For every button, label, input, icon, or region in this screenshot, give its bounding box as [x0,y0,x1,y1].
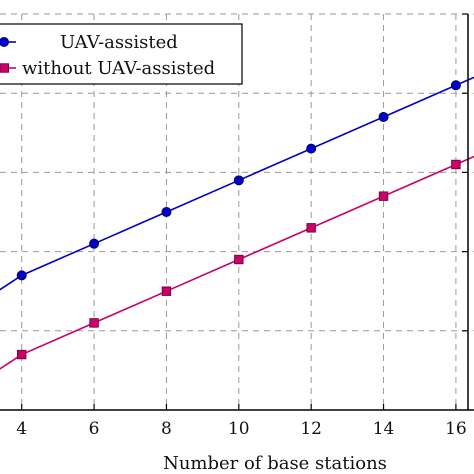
data-point [17,349,27,360]
legend-label: UAV-assisted [60,32,178,53]
data-point [451,159,461,170]
axes: 4 6 8 10 12 14 16 Number of base stations [0,13,474,474]
data-point [89,318,99,328]
data-point [450,80,461,91]
data-point [378,191,389,201]
x-tick-label: 10 [228,419,250,439]
legend-marker [0,63,10,73]
data-point [16,270,27,281]
x-tick-label: 12 [300,419,322,439]
legend-label: without UAV-assisted [22,58,215,79]
data-point [161,206,172,217]
x-tick-label: 4 [16,419,27,439]
data-point [306,223,316,233]
legend-marker [0,37,9,47]
data-point [306,143,317,154]
data-point [378,111,389,122]
data-point [161,286,172,296]
data-point [233,175,244,186]
x-tick-label: 8 [161,419,172,439]
data-point [234,254,244,265]
data-point [89,238,100,249]
legend: UAV-assisted without UAV-assisted [0,23,243,85]
legend-box [0,23,243,85]
plot-area [0,76,474,370]
x-tick-label: 6 [89,419,100,439]
x-tick-label: 14 [373,419,395,439]
x-axis-label: Number of base stations [163,453,387,474]
x-tick-label: 16 [445,419,467,439]
